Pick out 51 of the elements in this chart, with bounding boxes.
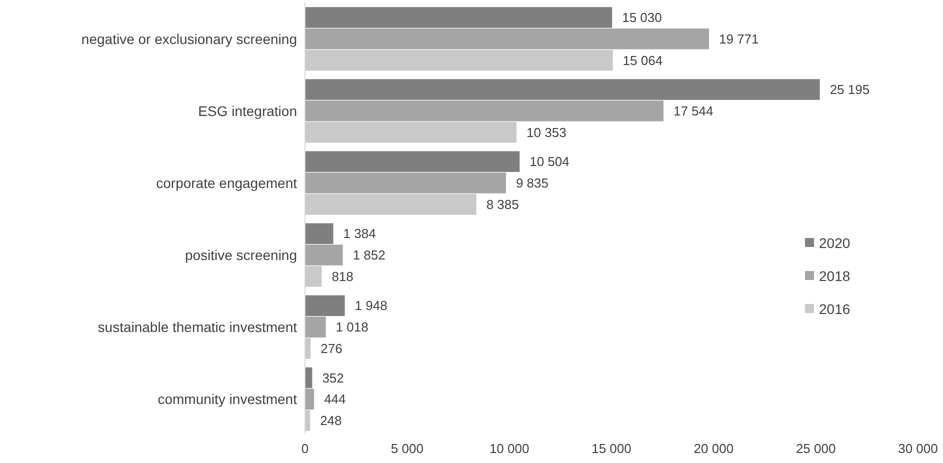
data-label: 248 bbox=[320, 413, 342, 428]
data-label: 1 852 bbox=[352, 248, 386, 263]
data-label: 10 353 bbox=[526, 124, 566, 140]
bar bbox=[305, 50, 613, 71]
bar bbox=[305, 223, 334, 244]
y-tick-label: ESG integration bbox=[198, 102, 297, 119]
y-tick-label: negative or exclusionary screening bbox=[81, 30, 297, 47]
y-tick-label: corporate engagement bbox=[156, 174, 298, 191]
legend-label: 2016 bbox=[819, 300, 850, 317]
x-tick-label: 25 000 bbox=[796, 441, 836, 456]
bar bbox=[305, 194, 476, 215]
bar bbox=[305, 266, 322, 287]
bar bbox=[305, 100, 664, 122]
data-label: 818 bbox=[332, 268, 354, 284]
data-label: 352 bbox=[322, 370, 344, 386]
data-label: 15 030 bbox=[622, 10, 662, 26]
data-label: 444 bbox=[324, 392, 346, 407]
bar bbox=[305, 388, 314, 410]
y-tick-label: community investment bbox=[158, 391, 298, 408]
x-tick-label: 15 000 bbox=[592, 441, 632, 456]
data-label: 8 385 bbox=[486, 196, 519, 212]
data-label: 15 064 bbox=[622, 52, 663, 68]
bar bbox=[305, 338, 311, 359]
bar bbox=[305, 7, 612, 28]
x-tick-label: 20 000 bbox=[694, 441, 734, 456]
data-label: 19 771 bbox=[718, 31, 759, 46]
x-tick-label: 30 000 bbox=[898, 441, 938, 456]
x-tick-label: 10 000 bbox=[489, 441, 530, 456]
bar bbox=[305, 172, 506, 194]
bar bbox=[305, 122, 517, 143]
data-label: 276 bbox=[320, 341, 342, 356]
bar bbox=[305, 244, 343, 266]
data-label: 25 195 bbox=[830, 82, 870, 98]
data-label: 9 835 bbox=[516, 176, 549, 191]
x-tick-label: 5 000 bbox=[390, 441, 424, 456]
data-label: 1 384 bbox=[343, 226, 376, 242]
legend-label: 2020 bbox=[819, 234, 850, 251]
x-tick-label: 0 bbox=[301, 441, 309, 456]
data-label: 10 504 bbox=[530, 154, 570, 170]
data-label: 1 018 bbox=[336, 320, 368, 335]
legend-label: 2018 bbox=[819, 268, 850, 284]
y-tick-label: positive screening bbox=[184, 246, 297, 263]
y-tick-label: sustainable thematic investment bbox=[98, 318, 298, 335]
bar bbox=[305, 28, 709, 50]
bar bbox=[305, 410, 310, 431]
bar bbox=[305, 79, 820, 100]
data-label: 1 948 bbox=[354, 298, 388, 314]
bar bbox=[305, 151, 520, 172]
data-label: 17 544 bbox=[673, 103, 714, 118]
bar bbox=[305, 295, 345, 316]
bar bbox=[305, 316, 326, 338]
